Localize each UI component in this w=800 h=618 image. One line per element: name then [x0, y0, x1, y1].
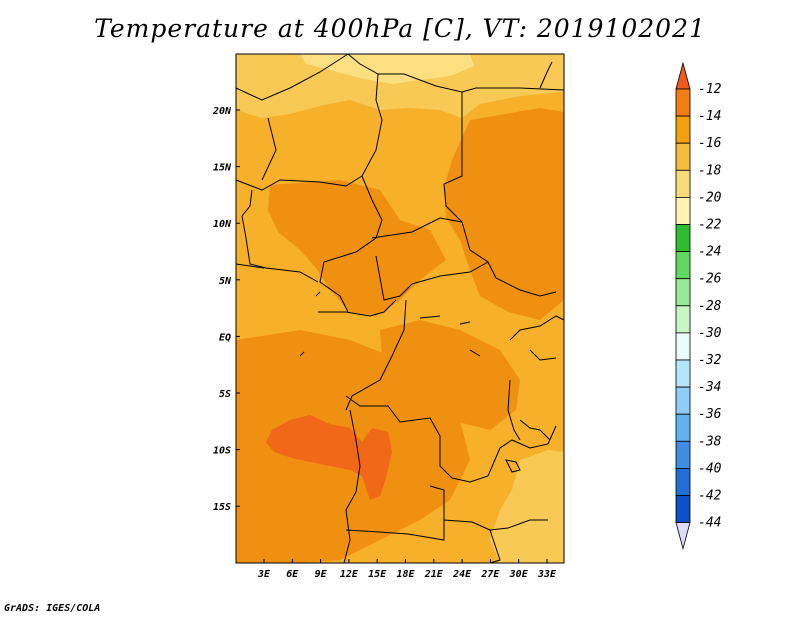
colorbar-swatch [675, 278, 691, 307]
colorbar-top-arrow [675, 61, 691, 90]
colorbar-label: -18 [698, 163, 722, 178]
longitude-tick-label: 15E [368, 569, 387, 580]
colorbar-swatch [675, 142, 691, 171]
colorbar-swatch [675, 467, 691, 496]
longitude-tick-label: 21E [424, 569, 444, 580]
longitude-axis: 3E 6E 9E 12E 15E 18E 21E 24E 27E 30E 33E [257, 559, 557, 580]
longitude-tick-label: 12E [340, 569, 359, 580]
colorbar-swatch [675, 251, 691, 280]
colorbar-swatch [675, 88, 691, 117]
latitude-tick-label: 5N [219, 276, 232, 287]
temperature-region-warm-congo [380, 320, 520, 430]
colorbar-bottom-arrow [675, 522, 691, 551]
longitude-tick-label: 6E [286, 569, 299, 580]
longitude-tick-label: 33E [537, 569, 557, 580]
colorbar-label: -16 [698, 136, 722, 151]
colorbar-swatch [675, 440, 691, 469]
colorbar-swatch [675, 115, 691, 144]
colorbar-label: -42 [698, 489, 722, 504]
page-title: Temperature at 400hPa [C], VT: 201910202… [94, 14, 706, 43]
colorbar-label: -12 [698, 82, 722, 97]
colorbar-label: -28 [698, 299, 722, 314]
latitude-axis: 20N 15N 10N 5N EQ 5S 10S 15S [212, 106, 240, 513]
temperature-region-hot [266, 415, 392, 500]
colorbar-label: -44 [698, 516, 721, 531]
colorbar-swatch [675, 359, 691, 388]
temperature-region-warm-central [268, 180, 446, 316]
colorbar-label: -14 [698, 109, 721, 124]
colorbar-swatch [675, 305, 691, 334]
colorbar: -12 -14 -16 -18 -20 -22 -24 -26 -28 -30 -32 -34 -36 -… [675, 61, 722, 551]
colorbar-label: -26 [698, 272, 722, 287]
map-field [235, 53, 565, 564]
colorbar-label: -36 [698, 407, 722, 422]
longitude-tick-label: 27E [480, 569, 500, 580]
colorbar-label: -30 [698, 326, 722, 341]
colorbar-label: -20 [698, 190, 722, 205]
colorbar-label: -22 [698, 218, 722, 233]
colorbar-label: -40 [698, 461, 722, 476]
colorbar-label: -38 [698, 434, 722, 449]
latitude-tick-label: 15N [213, 163, 232, 174]
latitude-tick-label: 10N [213, 219, 232, 230]
latitude-tick-label: 5S [219, 389, 231, 400]
temperature-region-far-north [300, 54, 474, 84]
latitude-tick-label: 20N [212, 106, 232, 117]
colorbar-swatch [675, 386, 691, 415]
temperature-region-north [236, 54, 564, 118]
colorbar-swatch [675, 224, 691, 253]
longitude-tick-label: 24E [452, 569, 472, 580]
longitude-tick-label: 18E [396, 569, 415, 580]
colorbar-swatch [675, 495, 691, 524]
longitude-tick-label: 3E [257, 569, 271, 580]
colorbar-label: -24 [698, 245, 721, 260]
colorbar-swatch [675, 169, 691, 198]
colorbar-swatch [675, 413, 691, 442]
colorbar-label: -34 [698, 380, 721, 395]
longitude-tick-label: 9E [315, 569, 328, 580]
longitude-tick-label: 30E [509, 569, 529, 580]
latitude-tick-label: 15S [213, 502, 231, 513]
colorbar-label: -32 [698, 353, 722, 368]
credit-text: GrADS: IGES/COLA [4, 603, 101, 614]
colorbar-swatch [675, 196, 691, 225]
map-frame [235, 53, 565, 564]
colorbar-swatch [675, 332, 691, 361]
temperature-region-light-southeast [490, 450, 564, 563]
temperature-region-warm-east [444, 108, 564, 320]
latitude-tick-label: EQ [219, 332, 231, 343]
country-borders [235, 53, 565, 564]
latitude-tick-label: 10S [213, 446, 231, 457]
